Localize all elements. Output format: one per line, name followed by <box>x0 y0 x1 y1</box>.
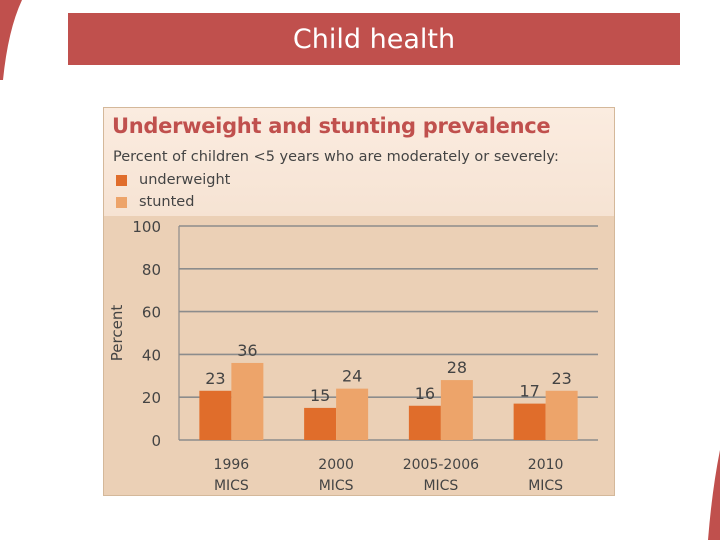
chart-header: Underweight and stunting prevalence Perc… <box>104 108 614 216</box>
y-tick-label: 100 <box>132 218 161 236</box>
x-tick-label: MICS <box>319 478 354 494</box>
y-tick-label: 80 <box>142 261 161 279</box>
data-label-stunted-0: 36 <box>237 341 257 360</box>
bar-stunted-1 <box>336 388 369 440</box>
x-tick-label: 1996 <box>214 457 250 473</box>
data-label-underweight-3: 17 <box>519 382 539 401</box>
data-label-underweight-2: 16 <box>415 384 435 403</box>
y-axis-label: Percent <box>108 305 126 362</box>
x-tick-label: 2005-2006 <box>403 457 479 473</box>
legend-label-underweight: underweight <box>139 172 231 188</box>
x-tick-label: MICS <box>423 478 458 494</box>
chart-title: Underweight and stunting prevalence <box>112 114 551 138</box>
bars <box>199 362 578 440</box>
data-label-stunted-2: 28 <box>447 358 467 377</box>
x-tick-label: MICS <box>528 478 563 494</box>
x-tick-label: MICS <box>214 478 249 494</box>
x-tick-label: 2010 <box>528 457 564 473</box>
y-tick-label: 40 <box>142 346 161 364</box>
corner-decoration-bottom-right <box>708 450 720 540</box>
data-labels: 23 36 15 24 16 28 17 23 <box>205 341 572 405</box>
legend-item-stunted: stunted <box>116 194 194 210</box>
slide-title: Child health <box>292 23 456 55</box>
chart-subtitle: Percent of children <5 years who are mod… <box>113 149 559 165</box>
bar-chart-plot: Percent 0 20 40 60 80 100 23 36 15 24 16 28 17 23 19… <box>108 218 598 494</box>
legend-swatch-stunted <box>116 196 127 208</box>
legend-item-underweight: underweight <box>116 172 230 188</box>
y-axis-ticks: 0 20 40 60 80 100 <box>132 218 161 450</box>
bar-stunted-3 <box>545 390 578 440</box>
data-label-underweight-0: 23 <box>205 369 225 388</box>
bar-stunted-2 <box>440 380 473 440</box>
data-label-stunted-1: 24 <box>342 367 362 386</box>
bar-underweight-2 <box>408 405 441 440</box>
bar-stunted-0 <box>231 362 264 440</box>
y-tick-label: 20 <box>142 389 161 407</box>
bar-underweight-3 <box>513 403 546 440</box>
bar-underweight-0 <box>199 390 232 440</box>
slide-title-bar: Child health <box>68 13 680 65</box>
corner-decoration-top-left <box>0 0 22 80</box>
y-tick-label: 60 <box>142 304 161 322</box>
x-axis-ticks: 1996 MICS 2000 MICS 2005-2006 MICS 2010 MICS <box>214 457 564 494</box>
legend-label-stunted: stunted <box>139 194 195 210</box>
chart-panel: Underweight and stunting prevalence Perc… <box>103 107 615 496</box>
data-label-underweight-1: 15 <box>310 386 330 405</box>
y-tick-label: 0 <box>151 432 161 450</box>
bar-underweight-1 <box>304 407 337 440</box>
data-label-stunted-3: 23 <box>551 369 571 388</box>
x-tick-label: 2000 <box>318 457 354 473</box>
legend-swatch-underweight <box>116 174 127 186</box>
